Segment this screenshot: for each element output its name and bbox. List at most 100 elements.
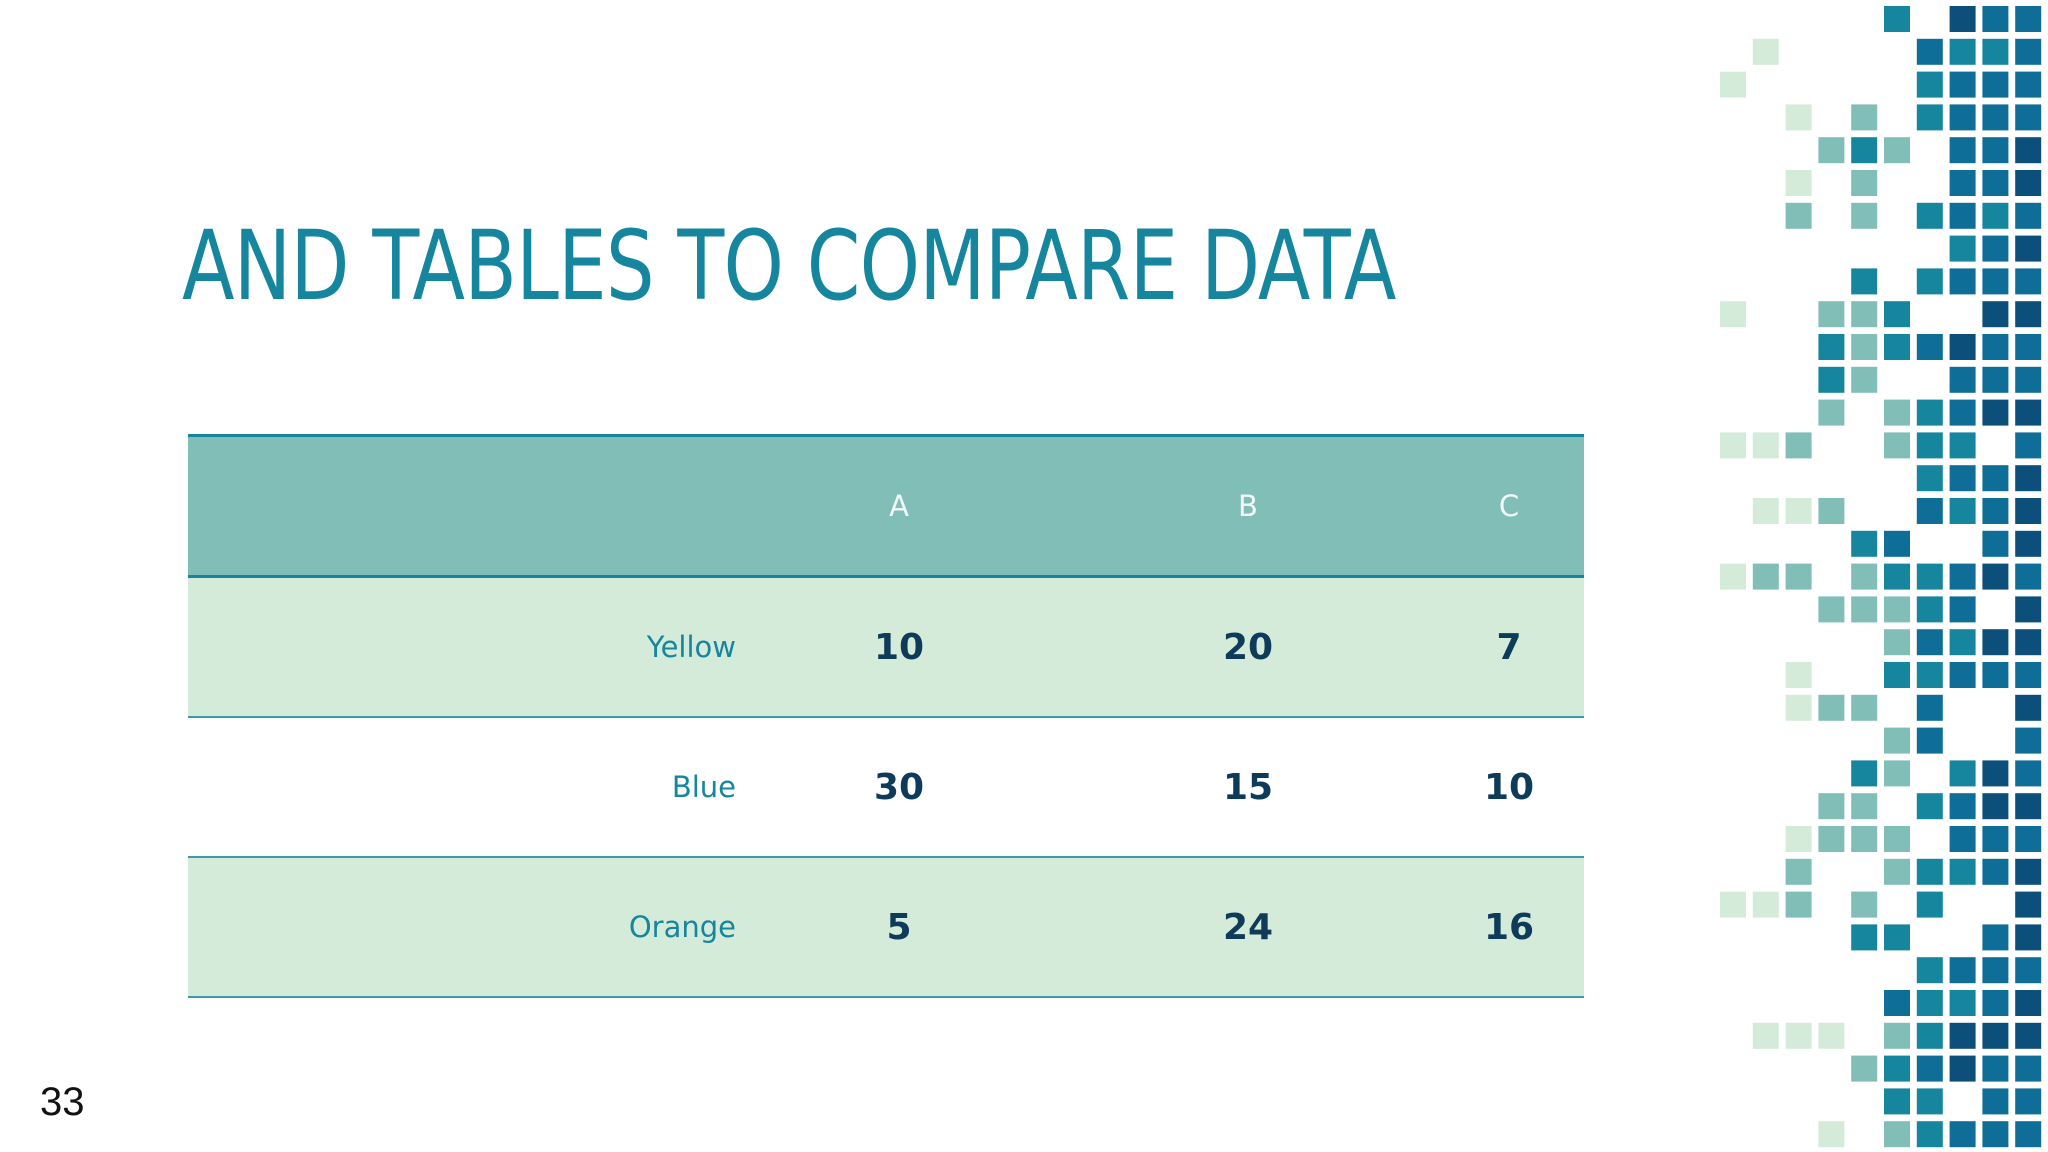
mosaic-square [1884,399,1910,426]
mosaic-square [2015,268,2042,295]
mosaic-square [2015,858,2042,885]
mosaic-square [1982,170,2009,196]
mosaic-square [1884,6,1910,32]
table-cell: 30 [873,766,925,808]
mosaic-square [1884,530,1910,557]
table-header-row: A B C [188,435,1584,577]
mosaic-square [1982,235,2009,262]
mosaic-square [1982,399,2009,426]
table-row: Orange 5 24 16 [188,857,1584,997]
mosaic-square [1752,38,1779,65]
mosaic-square [2015,629,2042,656]
mosaic-square [1916,563,1943,590]
table-row: Blue 30 15 10 [188,717,1584,857]
mosaic-square [2015,399,2042,426]
mosaic-square [1916,202,1943,229]
mosaic-square [1818,399,1845,426]
mosaic-square [1884,858,1910,885]
mosaic-square [1785,498,1812,524]
mosaic-square [1916,694,1943,721]
row-label: Orange [628,910,736,944]
mosaic-square [1982,858,2009,885]
mosaic-square [1851,137,1878,164]
mosaic-square [1916,727,1943,754]
mosaic-square [1982,662,2009,688]
mosaic-square [1720,563,1746,590]
mosaic-square [1982,793,2009,820]
table-cell: 24 [1222,906,1274,948]
mosaic-square [1851,104,1878,131]
row-label: Yellow [646,630,736,664]
mosaic-square [1949,170,1976,196]
mosaic-square [1982,465,2009,492]
mosaic-square [2015,891,2042,918]
mosaic-square [2015,137,2042,164]
mosaic-square [1982,530,2009,557]
mosaic-square [2015,1022,2042,1049]
mosaic-square [1752,498,1779,524]
mosaic-square [1949,465,1976,492]
mosaic-square [1752,891,1779,918]
mosaic-square [1982,760,2009,787]
mosaic-square [1851,891,1878,918]
mosaic-square [1916,891,1943,918]
mosaic-square [1916,1022,1943,1049]
mosaic-square [2015,6,2042,32]
mosaic-square [1949,858,1976,885]
mosaic-square [2015,727,2042,754]
mosaic-square [1949,957,1976,984]
mosaic-square [1982,629,2009,656]
table-cell: 10 [1483,766,1535,808]
mosaic-square [1916,1055,1943,1082]
mosaic-square [1982,104,2009,131]
mosaic-square [1982,268,2009,295]
header-cell-empty [188,436,736,577]
mosaic-square [2015,596,2042,623]
mosaic-square [1818,301,1845,328]
slide-title: AND TABLES TO COMPARE DATA [182,210,1396,322]
mosaic-square [1949,71,1976,98]
mosaic-square [1916,465,1943,492]
mosaic-square [1949,563,1976,590]
mosaic-square [1949,268,1976,295]
mosaic-square [1851,563,1878,590]
mosaic-square [2015,432,2042,459]
mosaic-square [1720,71,1746,98]
mosaic-square [1851,301,1878,328]
mosaic-square [1916,432,1943,459]
mosaic-square [1949,137,1976,164]
mosaic-square [1949,432,1976,459]
mosaic-square [2015,760,2042,787]
mosaic-square [2015,563,2042,590]
mosaic-square [1884,432,1910,459]
page-number: 33 [40,1080,85,1124]
mosaic-square [1982,1088,2009,1115]
mosaic-square [1818,596,1845,623]
mosaic-square [1916,334,1943,360]
mosaic-square [1851,530,1878,557]
mosaic-square [2015,1121,2042,1148]
mosaic-square [1851,760,1878,787]
mosaic-square [1785,104,1812,131]
mosaic-square [1982,6,2009,32]
mosaic-square [1720,432,1746,459]
mosaic-square [1982,498,2009,524]
mosaic-square [1851,826,1878,852]
mosaic-square [1818,137,1845,164]
mosaic-square [1752,432,1779,459]
mosaic-square [1949,399,1976,426]
mosaic-square [1884,924,1910,951]
mosaic-square [1982,1055,2009,1082]
mosaic-square [1884,662,1910,688]
row-label: Blue [671,770,736,804]
table-cell: 16 [1483,906,1535,948]
mosaic-square [1720,891,1746,918]
table-cell: 7 [1496,626,1522,668]
mosaic-square [2015,334,2042,360]
mosaic-square [2015,202,2042,229]
mosaic-square [1884,137,1910,164]
mosaic-square [1884,826,1910,852]
mosaic-square [1916,596,1943,623]
mosaic-square [1916,104,1943,131]
mosaic-square [2015,1088,2042,1115]
